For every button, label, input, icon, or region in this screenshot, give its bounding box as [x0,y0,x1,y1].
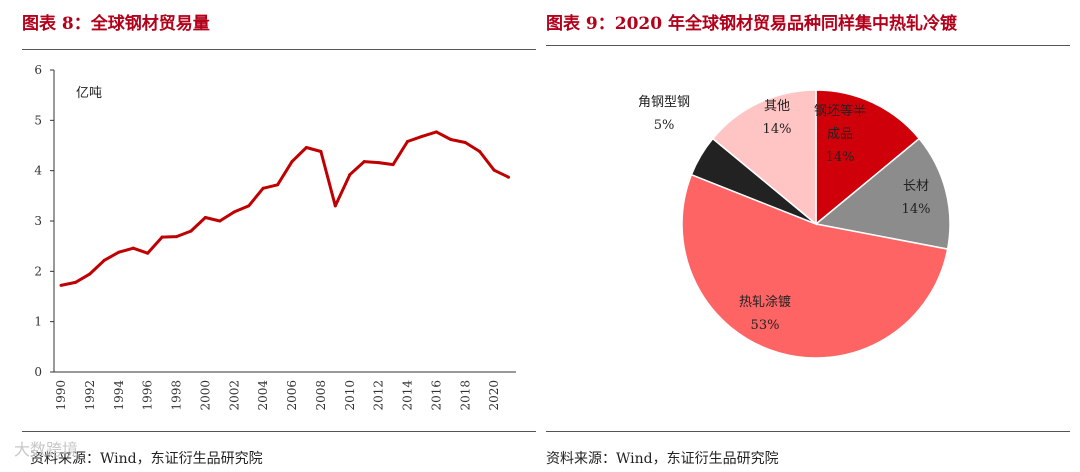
x-tick-label: 1994 [112,380,126,411]
x-tick-label: 2014 [401,380,415,411]
data-point [102,258,106,262]
slice-percent-label: 53% [751,318,780,333]
x-tick-label: 2018 [458,380,472,411]
right-source-note: 资料来源：Wind，东证衍生品研究院 [546,451,779,467]
series-line [60,130,510,287]
data-point [117,250,121,254]
y-tick-label: 2 [34,264,42,278]
data-point [420,134,424,138]
watermark-text: 大数跨境 [14,440,79,459]
left-figure-title: 图表 8：全球钢材贸易量 [22,14,210,34]
data-point [175,235,178,239]
x-tick-label: 2004 [256,380,270,411]
pie-slice [814,137,951,250]
left-source-note: 资料来源：Wind，东证衍生品研究院 [30,451,263,467]
data-point [319,150,323,154]
data-point [391,163,395,167]
y-tick-label: 5 [34,113,42,127]
x-tick-label: 2016 [429,380,443,411]
data-point [232,210,236,214]
y-tick-label: 0 [34,365,42,379]
slice-label: 角钢型钢 [638,95,690,110]
y-tick-label: 1 [34,315,42,329]
x-tick-label: 1998 [170,380,184,411]
slice-label: 长材 [903,179,929,194]
data-point [261,186,265,190]
data-point [304,146,308,150]
data-point [377,161,381,165]
data-point [434,130,438,134]
x-tick-label: 2008 [314,380,328,411]
y-tick-label: 4 [34,164,42,178]
data-point [463,140,467,144]
line-chart: 0 1 2 3 4 5 6 1990 1992 1994 1996 1998 2000 2002 2004 2… [34,63,516,411]
data-point [492,168,496,172]
data-point [131,246,135,250]
slice-label: 其他 [764,99,790,114]
data-point [478,150,482,154]
pie-slice [681,173,949,359]
right-title-rule [546,45,1070,46]
data-point [333,204,337,208]
data-point [160,235,164,239]
slice-percent-label: 14% [902,202,931,217]
pie-slice [711,89,817,226]
pie-slice [815,89,921,226]
x-tick-label: 2010 [343,380,357,411]
left-chart-panel: 图表 8：全球钢材贸易量 0 1 2 3 4 5 6 1990 1992 1994 1996 1998… [22,14,536,467]
data-point [73,280,77,284]
data-point [146,251,150,255]
y-tick-label: 3 [34,214,42,228]
left-title-rule [22,49,536,50]
slice-label: 钢坯等半 [814,103,866,119]
data-point [507,175,511,179]
right-figure-title: 图表 9：2020 年全球钢材贸易品种同样集中热轧冷镀 [546,14,957,34]
data-point [218,219,222,223]
data-point [406,139,409,143]
data-point [449,137,453,141]
slice-percent-label: 14% [826,150,855,165]
data-point [88,272,92,276]
data-point [362,160,366,164]
data-point [276,183,280,187]
slice-percent-label: 5% [654,118,675,133]
right-bottom-rule [546,431,1070,432]
y-tick-label: 6 [34,63,42,77]
slice-label: 成品 [827,127,853,142]
x-tick-label: 2020 [487,380,501,411]
data-point [290,160,294,164]
x-tick-label: 2006 [285,380,299,411]
x-tick-label: 1996 [141,380,155,411]
x-tick-label: 2012 [372,380,386,411]
right-chart-panel: 图表 9：2020 年全球钢材贸易品种同样集中热轧冷镀 钢坯等半成品 14% 长材 1… [540,0,1080,472]
data-point [247,204,251,208]
x-tick-label: 2000 [198,380,212,411]
slice-percent-label: 14% [763,122,792,137]
slice-label: 热轧涂镀 [739,294,791,310]
left-bottom-rule [22,431,536,432]
x-tick-label: 2002 [227,380,241,411]
data-point [59,283,63,287]
y-unit-label: 亿吨 [76,86,102,101]
data-point [348,173,352,177]
data-point [203,215,207,219]
x-tick-label: 1992 [83,380,97,411]
data-point [189,229,193,233]
x-tick-label: 1990 [54,380,68,411]
